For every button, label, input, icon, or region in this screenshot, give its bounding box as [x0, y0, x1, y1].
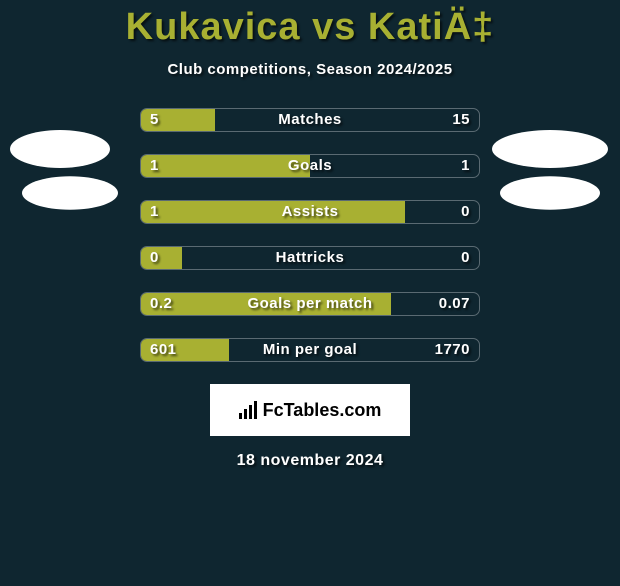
stat-label: Hattricks: [140, 246, 480, 270]
stat-label: Goals per match: [140, 292, 480, 316]
stat-row: 6011770Min per goal: [0, 338, 620, 364]
stat-row: 0.20.07Goals per match: [0, 292, 620, 318]
brand-text: FcTables.com: [263, 400, 382, 421]
stat-label: Matches: [140, 108, 480, 132]
brand-logo: FcTables.com: [210, 384, 410, 436]
stat-label: Goals: [140, 154, 480, 178]
page-title: Kukavica vs KatiÄ‡: [0, 6, 620, 49]
chart-icon: [239, 401, 257, 419]
stat-row: 515Matches: [0, 108, 620, 134]
footer-date: 18 november 2024: [0, 452, 620, 470]
stat-row: 11Goals: [0, 154, 620, 180]
comparison-chart: 515Matches 11Goals 10Assists 00Hattricks 0.2…: [0, 108, 620, 364]
stat-row: 00Hattricks: [0, 246, 620, 272]
stat-row: 10Assists: [0, 200, 620, 226]
stat-label: Min per goal: [140, 338, 480, 362]
subtitle: Club competitions, Season 2024/2025: [0, 61, 620, 78]
stat-label: Assists: [140, 200, 480, 224]
